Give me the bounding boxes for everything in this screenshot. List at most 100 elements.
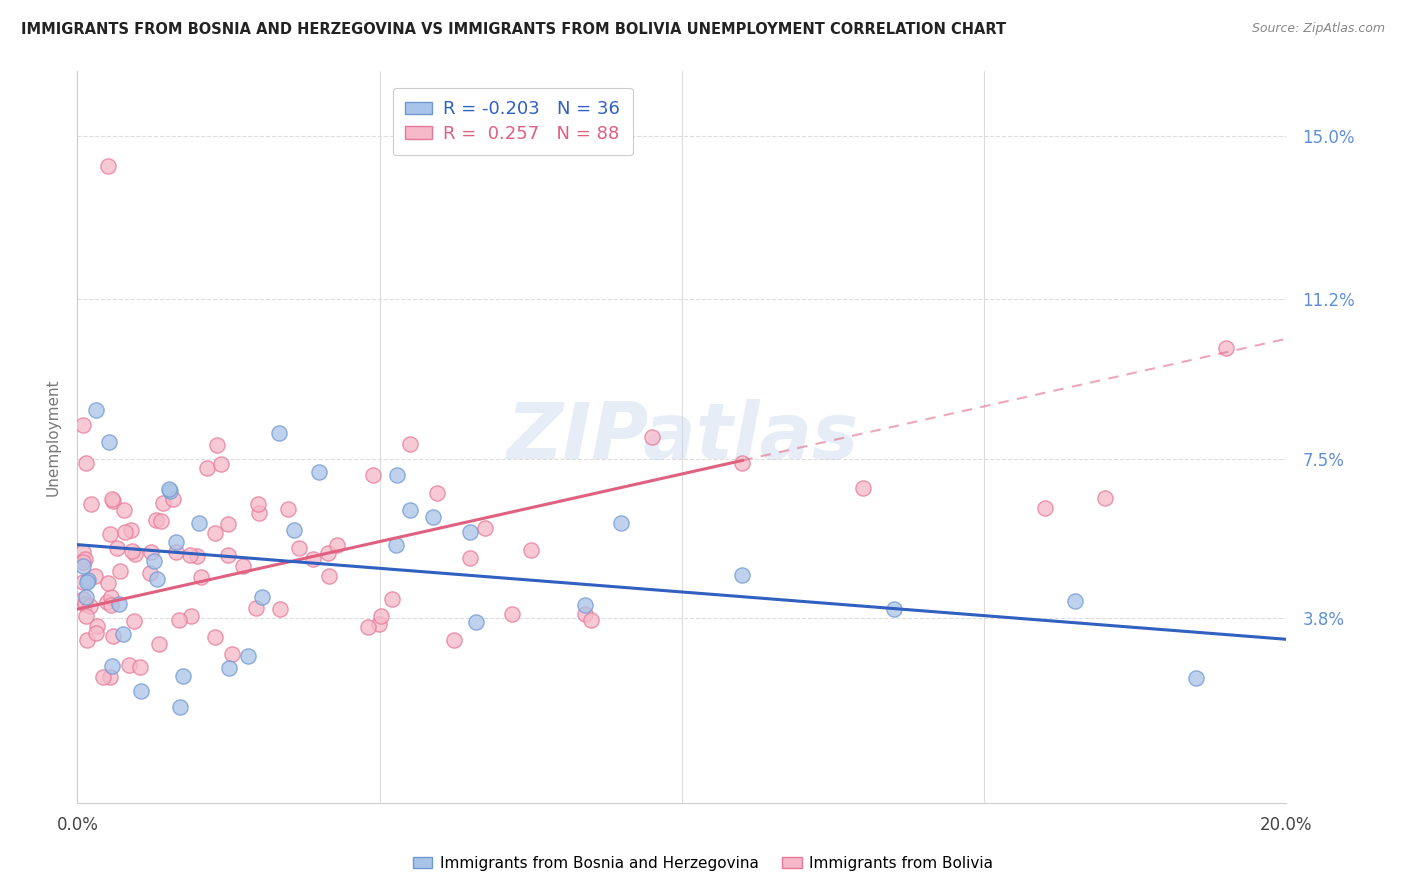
Point: [80, 497, 103, 511]
Point: [75, 608, 97, 623]
Point: [188, 516, 211, 531]
Point: [426, 485, 449, 500]
Point: [139, 566, 162, 581]
Point: [422, 510, 444, 524]
Point: [72, 575, 94, 590]
Point: [883, 602, 905, 616]
Point: [72, 555, 94, 569]
Point: [105, 541, 128, 556]
Point: [179, 548, 201, 562]
Point: [399, 436, 422, 450]
Point: [385, 468, 408, 483]
Point: [381, 591, 404, 606]
Point: [458, 550, 481, 565]
Point: [101, 493, 124, 508]
Point: [269, 602, 291, 616]
Point: [368, 617, 391, 632]
Point: [169, 699, 191, 714]
Point: [114, 524, 136, 539]
Point: [209, 457, 232, 471]
Point: [731, 456, 754, 470]
Point: [190, 570, 212, 584]
Point: [84, 569, 107, 583]
Point: [91, 669, 114, 683]
Point: [246, 497, 269, 511]
Point: [247, 507, 270, 521]
Point: [399, 503, 422, 517]
Point: [277, 501, 299, 516]
Point: [283, 523, 305, 537]
Point: [1215, 341, 1237, 355]
Point: [361, 467, 384, 482]
Point: [124, 547, 146, 561]
Point: [232, 559, 254, 574]
Point: [520, 543, 543, 558]
Point: [1064, 593, 1087, 607]
Point: [159, 483, 181, 498]
Point: [1094, 491, 1116, 505]
Point: [118, 658, 141, 673]
Point: [443, 633, 465, 648]
Point: [852, 481, 875, 495]
Point: [308, 465, 330, 479]
Point: [316, 546, 339, 560]
Point: [245, 600, 267, 615]
Point: [100, 590, 122, 604]
Point: [221, 647, 243, 661]
Point: [287, 541, 309, 555]
Point: [77, 573, 100, 587]
Point: [207, 438, 229, 452]
Point: [146, 573, 169, 587]
Point: [458, 524, 481, 539]
Text: Source: ZipAtlas.com: Source: ZipAtlas.com: [1251, 22, 1385, 36]
Point: [79, 599, 101, 613]
Point: [385, 538, 408, 552]
Point: [731, 567, 754, 582]
Point: [267, 425, 290, 440]
Point: [152, 496, 174, 510]
Point: [98, 434, 121, 449]
Point: [86, 403, 108, 417]
Point: [172, 669, 194, 683]
Point: [326, 537, 349, 551]
Point: [76, 632, 98, 647]
Legend: Immigrants from Bosnia and Herzegovina, Immigrants from Bolivia: Immigrants from Bosnia and Herzegovina, …: [406, 850, 1000, 877]
Legend: R = -0.203   N = 36, R =  0.257   N = 88: R = -0.203 N = 36, R = 0.257 N = 88: [392, 87, 633, 155]
Point: [581, 613, 603, 627]
Point: [72, 418, 94, 433]
Point: [162, 491, 184, 506]
Point: [217, 548, 239, 562]
Point: [145, 513, 167, 527]
Point: [72, 559, 94, 574]
Point: [120, 524, 142, 538]
Point: [180, 608, 202, 623]
Point: [73, 552, 96, 566]
Point: [96, 159, 118, 173]
Point: [318, 569, 340, 583]
Point: [100, 492, 122, 507]
Point: [108, 564, 131, 578]
Point: [72, 592, 94, 607]
Point: [159, 483, 181, 497]
Point: [96, 594, 118, 608]
Point: [148, 637, 170, 651]
Point: [301, 551, 323, 566]
Point: [84, 625, 107, 640]
Point: [121, 544, 143, 558]
Point: [111, 627, 134, 641]
Y-axis label: Unemployment: Unemployment: [45, 378, 60, 496]
Point: [129, 660, 152, 674]
Point: [75, 591, 97, 605]
Point: [86, 619, 108, 633]
Point: [474, 521, 496, 535]
Point: [129, 683, 152, 698]
Point: [238, 648, 260, 663]
Point: [574, 607, 596, 621]
Point: [100, 599, 122, 613]
Point: [250, 590, 273, 604]
Point: [112, 502, 135, 516]
Point: [98, 527, 121, 541]
Point: [75, 456, 97, 470]
Point: [1184, 671, 1206, 685]
Point: [610, 516, 633, 530]
